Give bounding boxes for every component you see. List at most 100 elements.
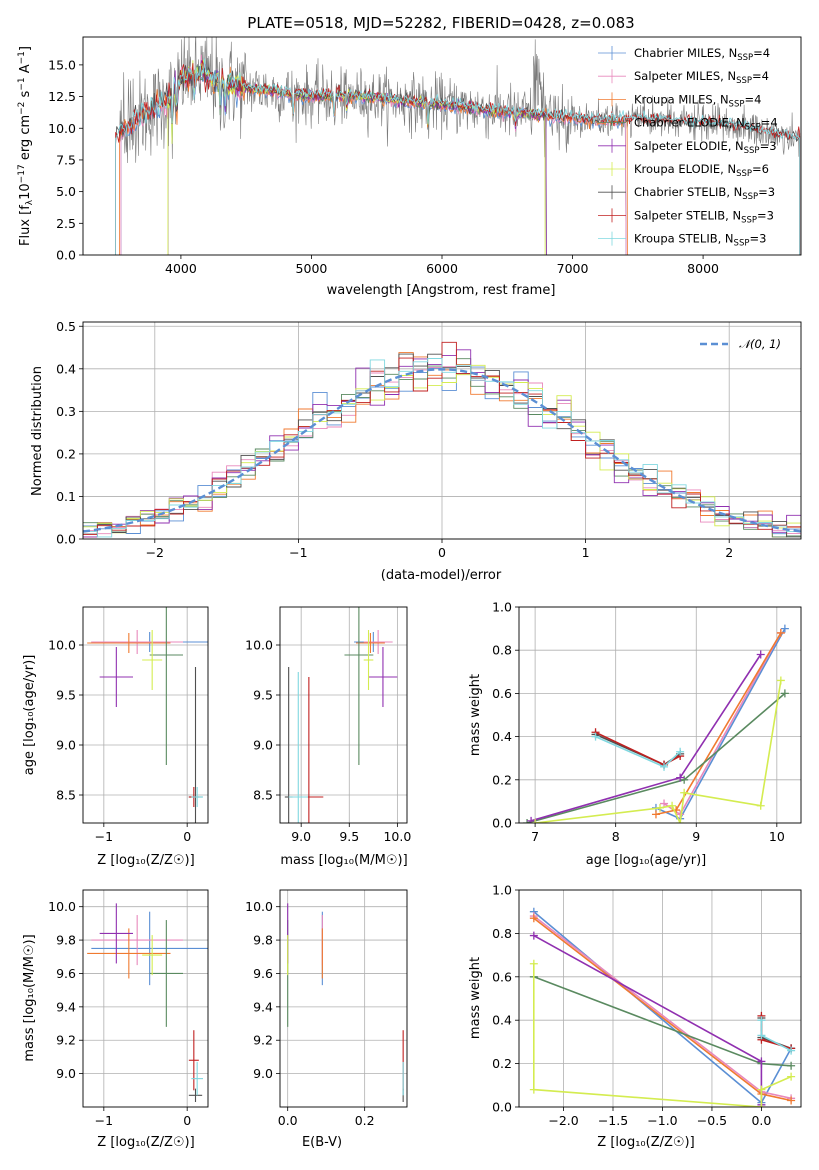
weight-vs-metallicity-marker-chabrier-elodie: [787, 1061, 796, 1070]
mass-vs-metallicity-x-axis-label: Z [log₁₀(Z/Z☉)]: [97, 1135, 194, 1150]
residuals-y-axis-label: Normed distribution: [30, 366, 45, 496]
residuals-x-tick-label: 1: [582, 545, 590, 560]
spectrum-y-tick-label: 5.0: [56, 184, 76, 199]
weight-vs-metallicity-marker-kroupa-stelib: [757, 1031, 766, 1040]
weight-vs-age-series-salpeter-elodie: [527, 650, 765, 823]
age-vs-mass-x-tick-label: 9.0: [291, 829, 311, 844]
age-vs-metallicity-y-tick-label: 8.5: [56, 788, 76, 803]
weight-vs-metallicity-marker-kroupa-stelib: [787, 1046, 796, 1055]
spectrum-x-axis-label: wavelength [Angstrom, rest frame]: [327, 283, 556, 298]
residuals-x-tick-label: −1: [289, 545, 307, 560]
weight-vs-metallicity-x-tick-label: −1.0: [647, 1113, 677, 1128]
weight-vs-age-x-tick-label: 8: [612, 829, 620, 844]
legend-label-kroupa-stelib: Kroupa STELIB, NSSP=3: [634, 232, 766, 249]
mass-vs-metallicity-x-tick-label: 0: [183, 1113, 191, 1128]
age-vs-metallicity-point-kroupa-miles: [87, 633, 171, 653]
residuals-x-axis-label: (data-model)/error: [381, 568, 502, 583]
mass-vs-metallicity-y-tick-label: 9.6: [56, 966, 76, 981]
weight-vs-metallicity-y-tick-label: 0.6: [492, 969, 512, 984]
mass-vs-metallicity-x-tick-label: −1: [95, 1113, 113, 1128]
spectrum-panel: PLATE=0518, MJD=52282, FIBERID=0428, z=0…: [17, 14, 802, 298]
weight-vs-age-y-tick-label: 0.8: [492, 643, 512, 658]
age-vs-metallicity-point-salpeter-miles: [91, 630, 183, 654]
weight-vs-metallicity-marker-kroupa-elodie: [757, 1085, 766, 1094]
age-vs-mass-point-kroupa-stelib: [288, 672, 308, 823]
mass-vs-extinction-y-tick-label: 9.8: [253, 933, 273, 948]
weight-vs-metallicity-marker-kroupa-elodie: [787, 1072, 796, 1081]
age-vs-mass-y-tick-label: 9.5: [253, 688, 273, 703]
mass-vs-metallicity-point-salpeter-stelib: [188, 1030, 199, 1091]
weight-vs-age-y-tick-label: 0.4: [492, 729, 512, 744]
weight-vs-metallicity-x-tick-label: 0.0: [751, 1113, 771, 1128]
weight-vs-age-y-tick-label: 0.0: [492, 816, 512, 831]
weight-vs-metallicity-y-tick-label: 0.4: [492, 1013, 512, 1028]
weight-vs-age-x-tick-label: 7: [531, 829, 539, 844]
weight-vs-age-y-tick-label: 0.2: [492, 772, 512, 787]
spectrum-title: PLATE=0518, MJD=52282, FIBERID=0428, z=0…: [247, 14, 634, 32]
weight-vs-metallicity-series-kroupa-stelib: [757, 1016, 796, 1055]
mass-vs-metallicity-y-tick-label: 9.4: [56, 999, 76, 1014]
weight-vs-age-y-axis-label: mass weight: [468, 674, 483, 756]
weight-vs-age-y-tick-label: 1.0: [492, 600, 512, 615]
weight-vs-age-x-tick-label: 10: [769, 829, 785, 844]
weight-vs-metallicity-y-tick-label: 0.8: [492, 926, 512, 941]
weight-vs-metallicity-panel: Z [log₁₀(Z/Z☉)] mass weight −2.0 −1.5 −1.0…: [468, 883, 802, 1150]
residuals-y-tick-label: 0.5: [56, 319, 76, 334]
mass-vs-extinction-y-tick-label: 9.4: [253, 999, 273, 1014]
weight-vs-metallicity-marker-kroupa-miles: [529, 914, 538, 923]
weight-vs-age-marker-chabrier-elodie: [680, 775, 689, 784]
weight-vs-age-marker-kroupa-stelib: [660, 762, 669, 771]
spectrum-y-tick-label: 0.0: [56, 248, 76, 263]
spectrum-model-kroupa-stelib: [115, 58, 801, 255]
residuals-y-tick-label: 0.4: [56, 361, 76, 376]
age-vs-mass-point-kroupa-miles: [356, 633, 385, 653]
spectrum-x-tick-label: 5000: [296, 261, 328, 276]
weight-vs-metallicity-x-tick-label: −2.0: [548, 1113, 578, 1128]
spectrum-frame: [82, 36, 802, 256]
spectrum-y-tick-label: 10.0: [48, 121, 76, 136]
age-vs-metallicity-y-axis-label: age [log₁₀(age/yr)]: [22, 655, 37, 776]
weight-vs-age-marker-kroupa-elodie: [676, 819, 685, 823]
spectrum-model-salpeter-stelib: [115, 60, 801, 255]
weight-vs-metallicity-y-tick-label: 0.2: [492, 1056, 512, 1071]
mass-vs-metallicity-point-kroupa-elodie: [142, 935, 163, 976]
weight-vs-metallicity-line-kroupa-elodie: [532, 963, 792, 1107]
age-vs-metallicity-y-tick-label: 9.0: [56, 738, 76, 753]
weight-vs-age-marker-kroupa-stelib: [591, 732, 600, 741]
mass-vs-metallicity-point-chabrier-elodie: [149, 920, 183, 1027]
spectrum-data-line: [119, 37, 800, 164]
age-vs-mass-y-tick-label: 9.0: [253, 738, 273, 753]
mass-vs-metallicity-frame: [82, 889, 209, 1108]
mass-vs-metallicity-panel: Z [log₁₀(Z/Z☉)] mass [log₁₀(M/M☉)] −1 0 9.…: [22, 889, 209, 1150]
age-vs-metallicity-point-chabrier-elodie: [149, 607, 183, 765]
weight-vs-metallicity-marker-kroupa-elodie: [529, 1085, 538, 1094]
age-vs-metallicity-point-kroupa-stelib: [191, 787, 203, 807]
mass-vs-extinction-y-tick-label: 10.0: [245, 899, 273, 914]
legend-label-chabrier-elodie: Chabrier ELODIE, NSSP=4: [634, 116, 778, 133]
age-vs-mass-x-axis-label: mass [log₁₀(M/M☉)]: [280, 853, 407, 868]
weight-vs-age-x-tick-label: 9: [692, 829, 700, 844]
age-vs-mass-point-salpeter-elodie: [368, 647, 398, 707]
residuals-legend-label: 𝒩(0, 1): [739, 337, 781, 351]
weight-vs-age-marker-kroupa-elodie: [776, 676, 785, 685]
mass-vs-extinction-y-tick-label: 9.2: [253, 1033, 273, 1048]
spectrum-x-tick-label: 8000: [687, 261, 719, 276]
mass-vs-extinction-grid: [280, 890, 407, 1107]
weight-vs-metallicity-x-tick-label: −0.5: [697, 1113, 727, 1128]
legend-label-kroupa-miles: Kroupa MILES, NSSP=4: [634, 92, 761, 109]
weight-vs-metallicity-frame: [518, 889, 802, 1108]
spectrum-y-axis-label: Flux [fλ10−17 erg cm−2 s−1 A−1]: [17, 46, 35, 246]
residuals-y-tick-label: 0.1: [56, 489, 76, 504]
mass-vs-extinction-y-tick-label: 9.6: [253, 966, 273, 981]
age-vs-metallicity-point-salpeter-elodie: [99, 647, 133, 707]
weight-vs-age-marker-chabrier-miles: [780, 624, 789, 633]
age-vs-mass-panel: mass [log₁₀(M/M☉)] 9.0 9.5 10.0 8.5 9.0 9.5 10…: [245, 606, 411, 868]
weight-vs-metallicity-y-axis-label: mass weight: [468, 957, 483, 1039]
mass-vs-extinction-x-tick-label: 0.0: [278, 1113, 298, 1128]
mass-vs-metallicity-y-axis-label: mass [log₁₀(M/M☉)]: [22, 934, 37, 1061]
weight-vs-metallicity-marker-kroupa-elodie: [757, 1103, 766, 1107]
age-vs-mass-grid: [280, 607, 407, 823]
weight-vs-age-marker-kroupa-elodie: [756, 801, 765, 810]
